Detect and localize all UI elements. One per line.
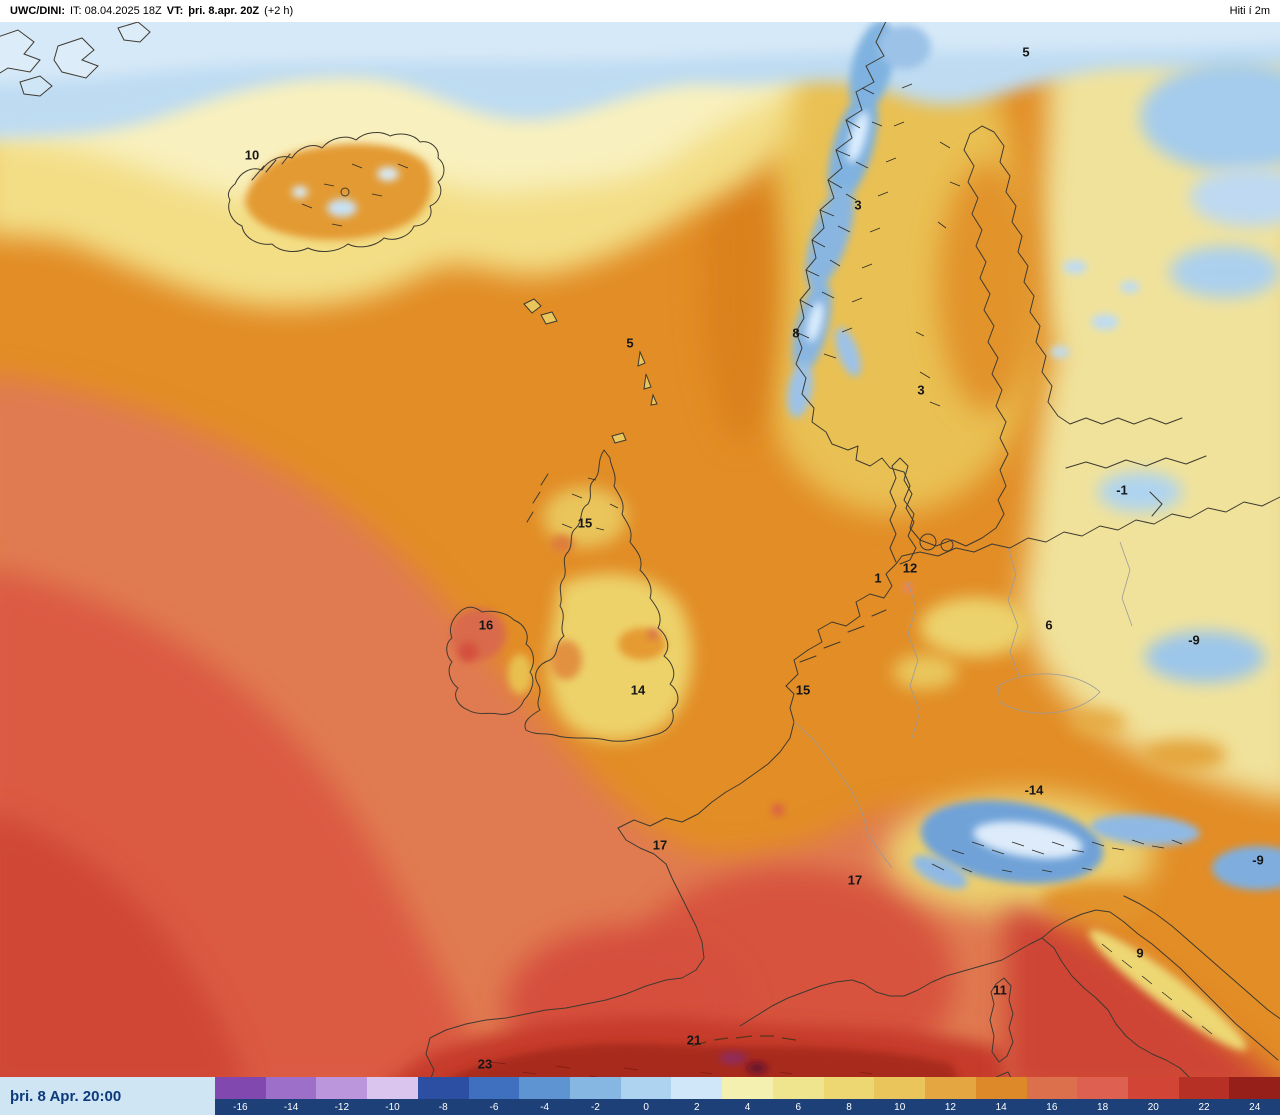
norway-mountains [787,22,931,418]
coast-balkan [1123,895,1280,1020]
coastlines [227,22,1280,1077]
colorbar-tick-label: 24 [1249,1101,1261,1113]
forecast-offset: (+2 h) [264,5,294,17]
colorbar-segment [215,1077,266,1099]
colorbar-segment [1178,1077,1230,1099]
colorbar-segment [468,1077,520,1099]
colorbar-tick-label: 4 [744,1101,751,1113]
parameter-name: Hiti í 2m [1229,5,1270,17]
colorbar-segment [1229,1077,1280,1099]
header-bar: UWC/DINI: IT: 08.04.2025 18Z VT: þri. 8.apr… [0,0,1280,22]
colorbar-wrap: -16 -14 -12 -10 -8 -6 -4 -2 0 2 4 6 8 10 12 14 16 18 20 22 2… [215,1077,1280,1115]
colorbar-segment [367,1077,418,1099]
colorbar-segment [671,1077,723,1099]
coast-channel-france [617,685,795,829]
colorbar-tick-label: 12 [944,1101,956,1113]
valid-datetime: þri. 8 Apr. 20:00 [0,1077,215,1115]
colorbar-segment [417,1077,469,1099]
colorbar-tick-label: 10 [894,1101,906,1113]
coast-italy-east [1041,909,1279,1061]
colorbar-tick-label: 18 [1097,1101,1109,1113]
colorbar-segment [722,1077,773,1099]
colorbar-tick-label: -16 [233,1101,248,1113]
colorbar-tick-label: 2 [694,1101,700,1113]
coast-italy-west [1041,937,1190,1077]
colorbar-segment [570,1077,621,1099]
faroe-islands [523,298,558,325]
coast-iceland [227,132,445,252]
coast-scandinavia [795,22,1183,547]
temperature-map-svg [0,22,1280,1077]
colorbar-tick-label: 8 [846,1101,852,1113]
colorbar-segment [519,1077,571,1099]
colorbar-tick-label: -12 [334,1101,350,1113]
init-time: IT: 08.04.2025 18Z [70,5,162,17]
map-canvas: 10 5 3 8 5 3 -1 15 12 1 16 6 -9 14 15 -1… [0,22,1280,1077]
colorbar-tick-label: 6 [795,1101,802,1113]
colorbar-ticks: -16 -14 -12 -10 -8 -6 -4 -2 0 2 4 6 8 10 12 14 16 18 20 22 2… [215,1099,1280,1115]
colorbar-tick-label: 0 [643,1101,649,1113]
footer-bar: þri. 8 Apr. 20:00 -16 -14 -12 -10 -8 -6 -4 -2 0 2… [0,1077,1280,1115]
colorbar-segment [874,1077,926,1099]
colorbar-tick-label: -4 [540,1101,550,1113]
colorbar-segment [1026,1077,1078,1099]
terrain-hatching [301,83,1213,1077]
colorbar-tick-label: -14 [283,1101,299,1113]
colorbar-segment [1077,1077,1128,1099]
colorbar-segment [975,1077,1027,1099]
colorbar-segment [265,1077,317,1099]
run-info: UWC/DINI: IT: 08.04.2025 18Z VT: þri. 8.apr… [10,5,298,17]
coast-corsica [989,977,1014,1063]
coast-sardinia [995,1071,1012,1077]
country-borders [793,541,1133,869]
hebrides [526,473,549,523]
colorbar-tick-label: 16 [1046,1101,1058,1113]
colorbar-tick-label: 20 [1147,1101,1159,1113]
coast-biscay-iberia [425,827,705,1077]
colorbar-segment [772,1077,824,1099]
greenland-ice-edge [0,22,151,97]
colorbar-segment [925,1077,976,1099]
colorbar-tick-label: 22 [1198,1101,1210,1113]
colorbar [215,1077,1280,1099]
small-islands [523,298,658,444]
colorbar-segment [316,1077,368,1099]
colorbar-tick-label: -10 [385,1101,400,1113]
valid-label: VT: [166,5,184,17]
orkney-islands [611,432,627,444]
coast-great-britain [524,449,679,742]
colorbar-segment [620,1077,672,1099]
colorbar-tick-label: 14 [995,1101,1007,1113]
coast-ireland [446,606,534,715]
temperature-field [0,22,1280,1077]
colorbar-segment [823,1077,875,1099]
coast-baltic-south [901,496,1280,557]
coast-mediterranean [739,937,1043,1027]
colorbar-tick-label: -6 [489,1101,499,1113]
model-id: UWC/DINI: [10,5,65,17]
coast-denmark [889,457,917,565]
coast-baltic-states [1065,455,1207,517]
colorbar-tick-label: -8 [438,1101,448,1113]
colorbar-tick-label: -2 [590,1101,600,1113]
shetland-islands [637,350,658,406]
valid-time: þri. 8.apr. 20Z [188,5,260,17]
coast-continental-north-sea [785,555,903,687]
colorbar-segment [1127,1077,1179,1099]
